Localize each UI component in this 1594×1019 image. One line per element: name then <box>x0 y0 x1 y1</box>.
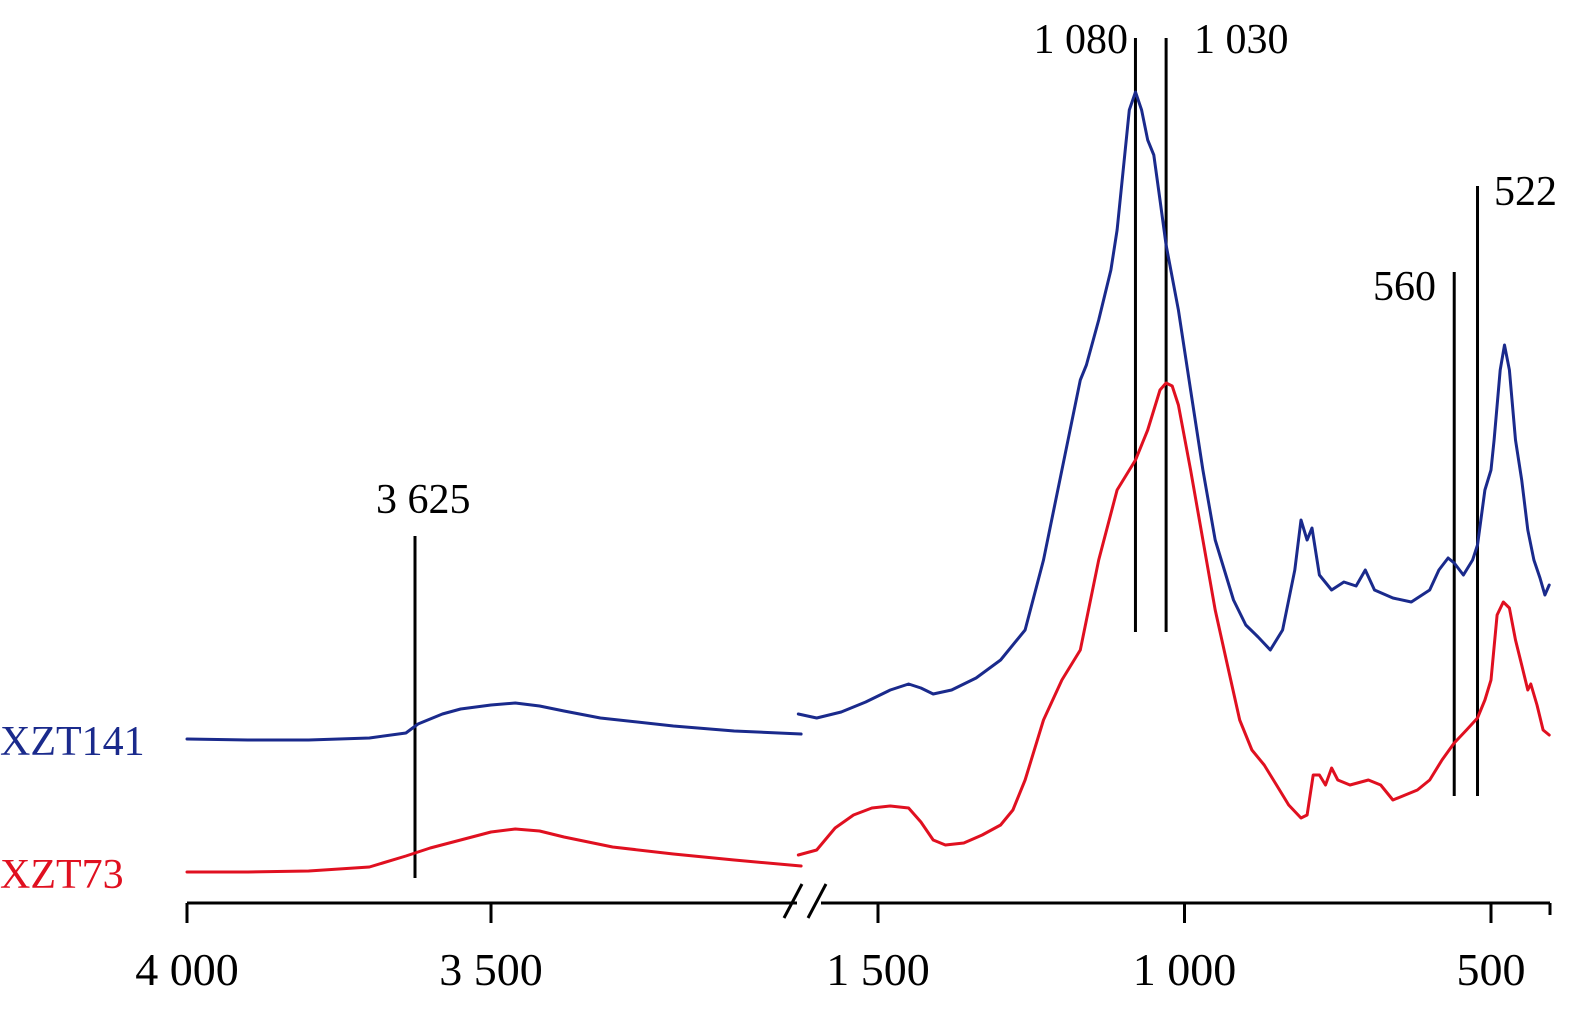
peak-markers: 3 625 1 080 1 030 560 522 <box>376 17 1557 878</box>
peak-marker-label-560: 560 <box>1373 264 1436 310</box>
x-tick-label-1: 3 500 <box>439 944 543 995</box>
series-line-XZT73-left <box>185 827 803 874</box>
series-label-XZT73: XZT73 <box>0 852 124 898</box>
x-axis <box>187 883 1550 919</box>
x-axis-ticks: 4 000 3 500 1 500 1 000 500 <box>135 903 1552 995</box>
peak-marker-label-1030: 1 030 <box>1194 17 1289 63</box>
x-tick-label-0: 4 000 <box>135 944 239 995</box>
series-labels: XZT141 XZT73 <box>0 719 145 898</box>
series-line-XZT141-right <box>796 90 1551 720</box>
x-tick-label-2: 1 500 <box>826 944 930 995</box>
axis-break-mark-1 <box>782 883 804 919</box>
peak-marker-label-3625: 3 625 <box>376 477 471 523</box>
peak-marker-label-1080: 1 080 <box>1034 17 1129 63</box>
spectra-series <box>185 90 1551 874</box>
series-label-XZT141: XZT141 <box>0 719 145 765</box>
x-tick-label-3: 1 000 <box>1133 944 1237 995</box>
series-line-XZT141-left <box>185 701 803 742</box>
axis-break-mark-2 <box>806 883 828 919</box>
series-line-XZT73-right <box>796 381 1551 857</box>
x-tick-label-4: 500 <box>1457 944 1526 995</box>
peak-marker-label-522: 522 <box>1494 169 1557 215</box>
